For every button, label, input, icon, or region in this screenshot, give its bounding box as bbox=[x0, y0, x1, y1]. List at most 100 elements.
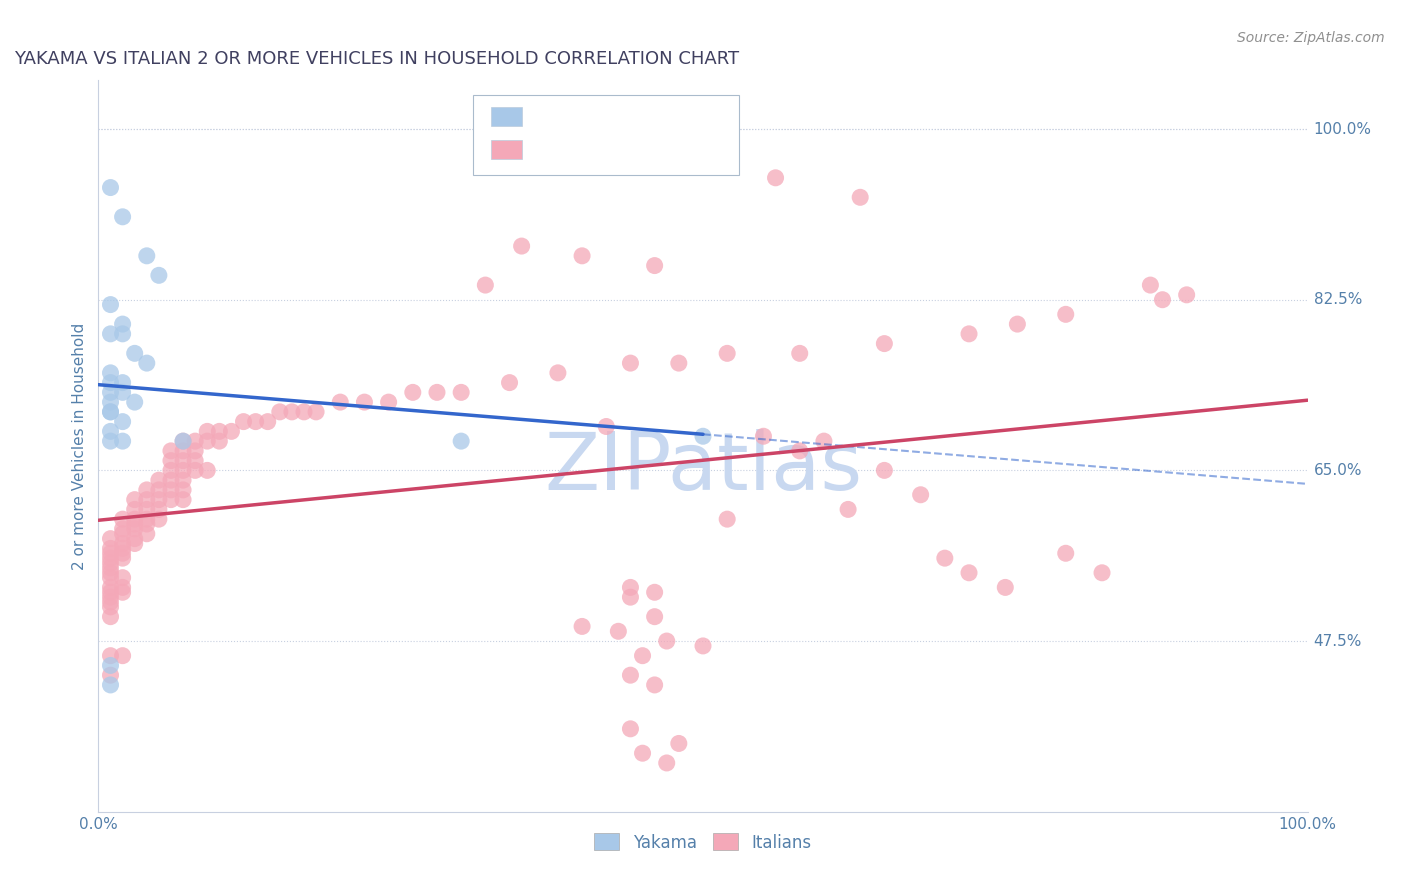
Point bbox=[160, 463, 183, 477]
Point bbox=[208, 434, 231, 449]
Point bbox=[849, 190, 872, 204]
Point bbox=[547, 366, 569, 380]
Point bbox=[100, 595, 122, 609]
Point bbox=[305, 405, 328, 419]
Point bbox=[510, 239, 533, 253]
Point bbox=[100, 385, 122, 400]
Point bbox=[135, 502, 157, 516]
Point bbox=[100, 609, 122, 624]
Point bbox=[135, 356, 157, 370]
Point bbox=[135, 526, 157, 541]
Point bbox=[124, 532, 146, 546]
Point bbox=[184, 434, 207, 449]
Point bbox=[100, 434, 122, 449]
Text: 82.5%: 82.5% bbox=[1313, 293, 1362, 307]
Point bbox=[195, 425, 218, 439]
Point bbox=[111, 210, 134, 224]
Point bbox=[135, 483, 157, 497]
Point bbox=[377, 395, 399, 409]
Text: YAKAMA VS ITALIAN 2 OR MORE VEHICLES IN HOUSEHOLD CORRELATION CHART: YAKAMA VS ITALIAN 2 OR MORE VEHICLES IN … bbox=[14, 50, 740, 68]
Point bbox=[111, 376, 134, 390]
Point bbox=[269, 405, 291, 419]
Point bbox=[111, 585, 134, 599]
Point bbox=[873, 463, 896, 477]
Point bbox=[111, 648, 134, 663]
Point bbox=[100, 556, 122, 570]
Y-axis label: 2 or more Vehicles in Household: 2 or more Vehicles in Household bbox=[72, 322, 87, 570]
Point bbox=[100, 585, 122, 599]
Point bbox=[281, 405, 304, 419]
Point bbox=[100, 648, 122, 663]
Point bbox=[124, 536, 146, 550]
FancyBboxPatch shape bbox=[492, 107, 522, 127]
Point bbox=[100, 395, 122, 409]
Point bbox=[172, 443, 194, 458]
Point bbox=[100, 405, 122, 419]
Point bbox=[172, 453, 194, 467]
Point bbox=[644, 585, 666, 599]
Point bbox=[124, 522, 146, 536]
Point bbox=[619, 668, 641, 682]
Point bbox=[100, 551, 122, 566]
Point bbox=[644, 609, 666, 624]
Point bbox=[571, 249, 593, 263]
Text: ZIPatlas: ZIPatlas bbox=[544, 429, 862, 507]
Point bbox=[148, 502, 170, 516]
Point bbox=[111, 541, 134, 556]
Point bbox=[111, 526, 134, 541]
Point bbox=[160, 473, 183, 487]
Point bbox=[256, 415, 278, 429]
Point bbox=[631, 746, 654, 760]
Point bbox=[1054, 546, 1077, 560]
Point bbox=[329, 395, 352, 409]
Point bbox=[692, 429, 714, 443]
Point bbox=[111, 326, 134, 341]
Point bbox=[111, 546, 134, 560]
Point bbox=[111, 571, 134, 585]
Point bbox=[765, 170, 787, 185]
Point bbox=[957, 326, 980, 341]
Point bbox=[100, 581, 122, 595]
Point bbox=[172, 473, 194, 487]
Point bbox=[716, 346, 738, 360]
Point bbox=[135, 512, 157, 526]
Point bbox=[184, 453, 207, 467]
Point bbox=[450, 434, 472, 449]
Point bbox=[148, 492, 170, 507]
Point bbox=[474, 278, 496, 293]
Point bbox=[426, 385, 449, 400]
Point bbox=[1007, 317, 1029, 331]
Point bbox=[111, 581, 134, 595]
Text: Source: ZipAtlas.com: Source: ZipAtlas.com bbox=[1237, 31, 1385, 45]
Point bbox=[111, 551, 134, 566]
Point bbox=[789, 443, 811, 458]
Point bbox=[111, 415, 134, 429]
Point bbox=[135, 516, 157, 531]
Point bbox=[595, 419, 617, 434]
Point bbox=[124, 502, 146, 516]
Point bbox=[172, 463, 194, 477]
Point bbox=[1152, 293, 1174, 307]
Point bbox=[668, 736, 690, 750]
Point bbox=[124, 512, 146, 526]
Point bbox=[245, 415, 267, 429]
Point bbox=[160, 443, 183, 458]
Point bbox=[100, 566, 122, 580]
Point bbox=[111, 385, 134, 400]
Point bbox=[195, 463, 218, 477]
Point bbox=[124, 395, 146, 409]
Point bbox=[195, 434, 218, 449]
FancyBboxPatch shape bbox=[492, 140, 522, 160]
Point bbox=[111, 512, 134, 526]
Point bbox=[208, 425, 231, 439]
Point bbox=[100, 180, 122, 194]
Point bbox=[644, 259, 666, 273]
Point bbox=[655, 634, 678, 648]
Point bbox=[148, 473, 170, 487]
Point bbox=[100, 376, 122, 390]
Point bbox=[100, 658, 122, 673]
Point bbox=[160, 453, 183, 467]
Text: 100.0%: 100.0% bbox=[1313, 121, 1372, 136]
Point bbox=[100, 326, 122, 341]
Text: R = 0.010: R = 0.010 bbox=[530, 108, 613, 126]
